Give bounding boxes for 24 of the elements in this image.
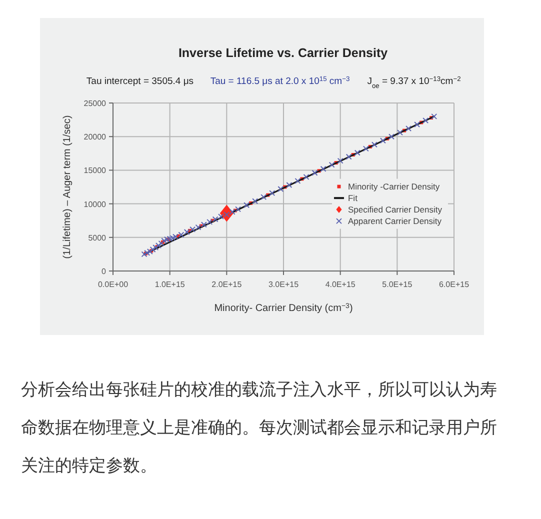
x-tick-label: 0.0E+00 [98,280,129,289]
x-tick-label: 2.0E+15 [212,280,242,289]
x-tick-label: 1.0E+15 [154,280,186,289]
annotation: Tau = 116.5 μs at 2.0 x 10$^{15}$ cm$^{−3}$ [210,76,350,87]
legend-label: Fit [348,193,358,204]
x-tick-label: 3.0E+15 [268,280,300,289]
x-axis-title: Minority- Carrier Density (cm$^{−3}$) [214,302,353,314]
legend-label: Minority -Carrier Density [348,182,440,192]
chart-title: Inverse Lifetime vs. Carrier Density [178,46,388,60]
annotation: J$_{oe}$ = 9.37 x 10$^{−13}$cm$^{−2}$ [367,76,461,90]
y-tick-label: 10000 [84,200,107,209]
text: 分析会给出每张硅片的校准的载流子注入水平，所以可以认为寿命数据在物理意义上是准确的。每次测试都会显示和记录用户所关注的特定参数。 [21,379,498,477]
y-tick-label: 5000 [88,233,107,242]
y-axis-title: (1/Lifetime) – Auger term (1/sec) [62,115,73,259]
legend-label: Specified Carrier Density [348,204,443,215]
annotation: Tau intercept = 3505.4 μs [86,76,194,87]
y-tick-label: 20000 [84,132,107,142]
y-tick-label: 15000 [84,166,107,176]
y-tick-label: 0 [102,267,107,276]
legend-label: Apparent Carrier Density [348,216,442,226]
x-tick-label: 6.0E+15 [438,280,470,289]
x-tick-label: 5.0E+15 [382,280,413,289]
x-tick-label: 4.0E+15 [325,280,356,289]
y-tick-label: 25000 [84,99,107,108]
